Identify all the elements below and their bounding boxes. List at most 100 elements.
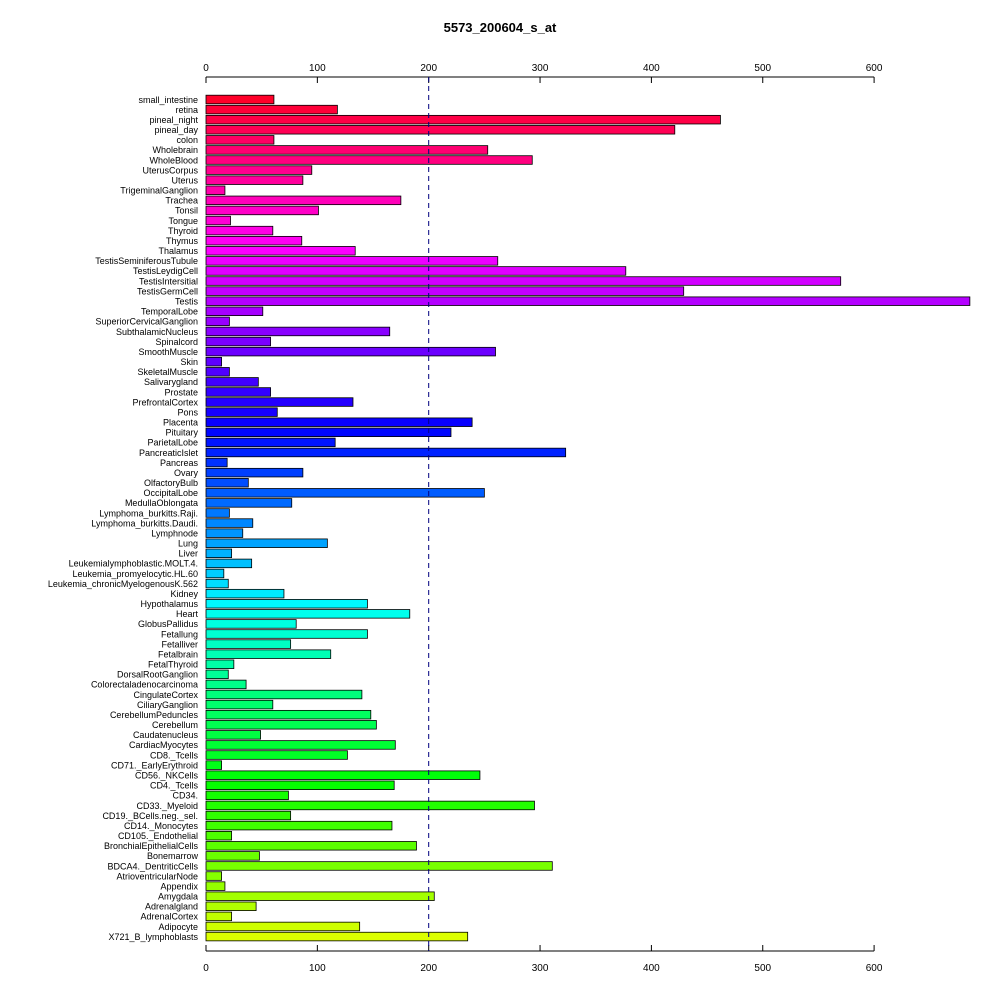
bar bbox=[205, 921, 361, 932]
category-label: Caudatenucleus bbox=[133, 730, 199, 740]
bar bbox=[205, 467, 304, 478]
bar bbox=[205, 568, 225, 579]
bar bbox=[205, 135, 275, 145]
category-label: CD8._Tcells bbox=[150, 750, 199, 760]
category-label: CingulateCortex bbox=[133, 690, 198, 700]
bar bbox=[205, 699, 274, 710]
category-label: Pons bbox=[177, 407, 198, 417]
bar bbox=[205, 125, 676, 135]
bar bbox=[205, 407, 278, 417]
category-label: FetalThyroid bbox=[148, 660, 198, 670]
category-label: CD71._EarlyErythroid bbox=[111, 760, 198, 770]
x-tick-label-top: 400 bbox=[643, 63, 660, 74]
bar bbox=[205, 165, 313, 175]
category-label: Fetallung bbox=[161, 629, 198, 639]
bar bbox=[205, 760, 222, 770]
category-label: Lymphoma_burkitts.Raji. bbox=[99, 508, 198, 518]
x-tick-label-bottom: 500 bbox=[754, 963, 771, 974]
category-label: Leukemia_chronicMyelogenousK.562 bbox=[48, 579, 198, 589]
bar bbox=[205, 316, 230, 327]
bar bbox=[205, 276, 842, 286]
bar bbox=[205, 256, 499, 266]
category-label: Appendix bbox=[160, 881, 198, 891]
category-label: Salivarygland bbox=[144, 377, 198, 387]
bar bbox=[205, 326, 391, 337]
bar bbox=[205, 609, 411, 619]
category-label: TestisIntersitial bbox=[139, 276, 198, 286]
category-label: Pancreas bbox=[160, 458, 199, 468]
category-label: PrefrontalCortex bbox=[132, 397, 198, 407]
x-tick-label-bottom: 600 bbox=[866, 963, 883, 974]
bar bbox=[205, 225, 274, 236]
bar bbox=[205, 104, 338, 115]
bar bbox=[205, 750, 348, 760]
category-label: Adipocyte bbox=[158, 922, 198, 932]
category-label: Bonemarrow bbox=[147, 851, 199, 861]
bar bbox=[205, 810, 292, 821]
category-label: DorsalRootGanglion bbox=[117, 670, 198, 680]
bar bbox=[205, 205, 319, 216]
bar bbox=[205, 266, 627, 276]
category-label: Colorectaladenocarcinoma bbox=[91, 680, 198, 690]
x-tick-label-top: 200 bbox=[420, 63, 437, 74]
x-tick-label-bottom: 400 bbox=[643, 963, 660, 974]
bar bbox=[205, 841, 417, 851]
bar bbox=[205, 114, 721, 125]
bar bbox=[205, 367, 230, 377]
category-label: CardiacMyocytes bbox=[129, 740, 199, 750]
category-label: AdrenalCortex bbox=[140, 912, 198, 922]
bar bbox=[205, 578, 229, 589]
bar bbox=[205, 730, 261, 740]
bar bbox=[205, 478, 249, 488]
bar bbox=[205, 770, 481, 780]
category-label: Cerebellum bbox=[152, 720, 198, 730]
bar bbox=[205, 861, 553, 871]
bar bbox=[205, 518, 254, 528]
bar bbox=[205, 437, 336, 448]
category-label: AtrioventricularNode bbox=[116, 871, 198, 881]
category-label: Kidney bbox=[170, 589, 198, 599]
bar bbox=[205, 306, 264, 316]
category-label: retina bbox=[175, 105, 198, 115]
category-label: CD4._Tcells bbox=[150, 781, 199, 791]
category-label: PancreaticIslet bbox=[139, 448, 199, 458]
bar bbox=[205, 447, 567, 458]
bar bbox=[205, 457, 228, 468]
category-label: Leukemia_promyelocytic.HL.60 bbox=[72, 569, 198, 579]
category-label: TestisGermCell bbox=[137, 286, 198, 296]
bar bbox=[205, 629, 368, 639]
category-label: TestisSeminiferousTubule bbox=[95, 256, 198, 266]
category-label: Amygdala bbox=[158, 892, 198, 902]
category-label: CD33._Myeloid bbox=[136, 801, 198, 811]
x-tick-label-top: 100 bbox=[309, 63, 326, 74]
bar bbox=[205, 336, 271, 347]
category-label: SkeletalMuscle bbox=[137, 367, 198, 377]
category-label: Lung bbox=[178, 539, 198, 549]
bar bbox=[205, 599, 368, 609]
category-label: Thymus bbox=[166, 236, 199, 246]
bar bbox=[205, 891, 435, 901]
bar bbox=[205, 679, 247, 690]
bar bbox=[205, 357, 222, 367]
bar bbox=[205, 538, 328, 548]
chart-title: 5573_200604_s_at bbox=[443, 20, 557, 35]
category-label: TestisLeydigCell bbox=[133, 266, 198, 276]
category-label: GlobusPallidus bbox=[138, 619, 199, 629]
category-label: CD56._NKCells bbox=[135, 770, 199, 780]
x-tick-label-bottom: 300 bbox=[532, 963, 549, 974]
category-label: SuperiorCervicalGanglion bbox=[95, 317, 198, 327]
category-label: X721_B_lymphoblasts bbox=[108, 932, 198, 942]
category-label: Thalamus bbox=[158, 246, 198, 256]
category-label: CerebellumPeduncles bbox=[110, 710, 199, 720]
bar bbox=[205, 901, 257, 912]
bar bbox=[205, 185, 226, 195]
category-label: Lymphnode bbox=[151, 528, 198, 538]
category-label: TrigeminalGanglion bbox=[120, 186, 198, 196]
bar bbox=[205, 215, 231, 226]
category-label: Tongue bbox=[168, 216, 198, 226]
bar bbox=[205, 790, 289, 801]
bar bbox=[205, 346, 496, 357]
x-tick-label-bottom: 0 bbox=[203, 963, 209, 974]
category-label: ParietalLobe bbox=[147, 438, 198, 448]
